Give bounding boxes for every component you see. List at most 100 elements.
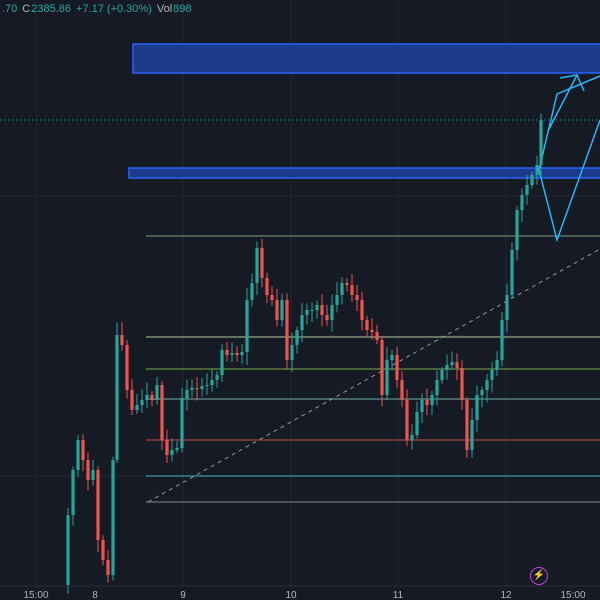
time-label: 15:00 xyxy=(23,590,48,600)
candle-body xyxy=(375,332,379,340)
close-value: 2385.86 xyxy=(31,3,72,15)
candle-body xyxy=(500,320,504,360)
candle-body xyxy=(405,400,409,440)
time-axis: 15:00 8 9 10 11 12 15:00 xyxy=(0,585,600,600)
candle-body xyxy=(270,295,274,300)
candle-body xyxy=(450,362,454,365)
candle-body xyxy=(200,386,204,389)
candle-body xyxy=(355,295,359,300)
candle-body xyxy=(275,300,279,320)
candle-body xyxy=(505,295,509,320)
candle-body xyxy=(510,250,514,295)
candle-body xyxy=(530,175,534,185)
candle-body xyxy=(490,370,494,380)
candle-body xyxy=(310,310,314,311)
candle-body xyxy=(71,470,75,515)
candle-body xyxy=(195,388,199,389)
candle-body xyxy=(410,435,414,440)
volume-value: 898 xyxy=(173,3,192,15)
candlestick-series xyxy=(66,113,543,594)
candle-body xyxy=(305,310,309,315)
candle-body xyxy=(320,305,324,315)
projection-path[interactable] xyxy=(538,119,600,243)
candle-body xyxy=(470,420,474,450)
candle-body xyxy=(515,210,519,250)
candle-body xyxy=(250,283,254,300)
chart-drawings[interactable] xyxy=(0,43,600,503)
candle-body xyxy=(380,340,384,395)
candle-body xyxy=(125,345,129,390)
candle-body xyxy=(350,285,354,295)
candle-body xyxy=(245,300,249,352)
candle-body xyxy=(430,395,434,405)
candle-body xyxy=(91,470,95,480)
candle-body xyxy=(475,395,479,420)
supply-zone-lower[interactable] xyxy=(128,167,600,179)
candle-body xyxy=(205,385,209,386)
candle-body xyxy=(435,380,439,395)
candle-body xyxy=(280,300,284,320)
candle-body xyxy=(390,355,394,360)
candle-body xyxy=(111,460,115,575)
candle-body xyxy=(240,352,244,355)
time-label: 8 xyxy=(92,590,98,600)
candle-body xyxy=(225,350,229,355)
candle-body xyxy=(170,450,174,455)
candle-body xyxy=(335,295,339,305)
candle-body xyxy=(285,300,289,360)
candle-body xyxy=(135,405,139,410)
candle-body xyxy=(345,283,349,285)
price-change: +7.17 (+0.30%) xyxy=(76,3,152,15)
candle-body xyxy=(130,390,134,410)
candle-body xyxy=(440,370,444,380)
projection-arrow[interactable] xyxy=(547,74,578,132)
candle-body xyxy=(525,185,529,195)
ohlc-legend: .70 C 2385.86 +7.17 (+0.30%) Vol 898 xyxy=(0,0,192,18)
candle-body xyxy=(455,362,459,368)
candle-body xyxy=(415,412,419,435)
candle-body xyxy=(370,330,374,332)
arrowhead xyxy=(559,74,585,92)
candle-body xyxy=(539,120,543,165)
time-label: 15:00 xyxy=(560,590,585,600)
candle-body xyxy=(150,395,154,400)
candle-body xyxy=(395,355,399,380)
candle-body xyxy=(220,350,224,375)
candle-body xyxy=(86,460,90,480)
projection-path[interactable] xyxy=(538,75,600,171)
candle-body xyxy=(315,305,319,310)
candle-body xyxy=(210,380,214,385)
candle-body xyxy=(295,330,299,345)
candle-body xyxy=(190,388,194,390)
candle-body xyxy=(300,315,304,330)
candle-body xyxy=(120,335,124,345)
candle-body xyxy=(385,360,389,395)
candle-body xyxy=(325,315,329,320)
time-label: 11 xyxy=(393,590,404,600)
candle-body xyxy=(180,398,184,448)
supply-zone-upper[interactable] xyxy=(132,43,600,74)
candle-body xyxy=(480,390,484,395)
candle-body xyxy=(330,305,334,320)
trend-line[interactable] xyxy=(147,248,600,503)
candle-body xyxy=(175,448,179,450)
candle-body xyxy=(96,470,100,540)
candle-body xyxy=(340,283,344,295)
candle-body xyxy=(185,390,189,398)
candle-body xyxy=(255,248,259,283)
candle-body xyxy=(155,385,159,400)
candle-body xyxy=(215,375,219,380)
time-label: 9 xyxy=(180,590,186,600)
candle-body xyxy=(465,400,469,450)
lightning-bolt-icon[interactable]: ⚡ xyxy=(530,567,548,585)
candle-body xyxy=(445,365,449,370)
candle-body xyxy=(66,515,70,585)
candle-body xyxy=(265,278,269,295)
candle-body xyxy=(145,395,149,400)
candle-body xyxy=(460,368,464,400)
candle-body xyxy=(101,540,105,560)
volume-label: Vol xyxy=(156,3,173,15)
candle-body xyxy=(535,165,539,175)
